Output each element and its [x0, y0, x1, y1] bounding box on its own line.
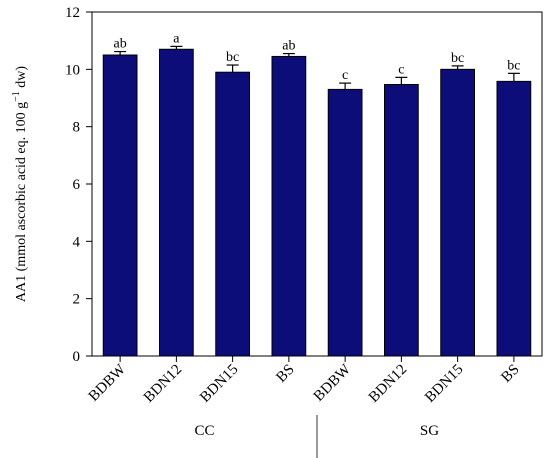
x-tick-label: BDN15 — [197, 362, 241, 406]
bar — [327, 88, 363, 357]
bar — [496, 80, 532, 357]
bar — [215, 71, 250, 357]
group-label: SG — [420, 423, 439, 439]
y-tick-label: 0 — [73, 349, 81, 365]
x-tick-label: BDN15 — [422, 362, 466, 406]
bar — [440, 68, 475, 357]
x-tick-label: BDBW — [86, 361, 130, 405]
y-axis-label-superscript: −1 — [11, 91, 22, 102]
y-tick-label: 4 — [73, 234, 81, 250]
y-axis-label-main: AA1 (mmol ascorbic acid eq. 100 g — [14, 102, 29, 302]
y-tick-label: 12 — [65, 5, 80, 21]
y-tick-label: 2 — [73, 292, 81, 308]
x-tick-label: BDN12 — [366, 362, 410, 406]
x-tick-label: BS — [273, 362, 297, 386]
y-axis-label: AA1 (mmol ascorbic acid eq. 100 g−1 dw) — [11, 66, 29, 302]
x-tick-label: BS — [498, 362, 522, 386]
significance-letter: c — [398, 62, 404, 77]
y-tick-label: 8 — [73, 120, 81, 136]
y-tick-label: 10 — [65, 62, 80, 78]
x-tick-label: BDBW — [311, 361, 355, 405]
significance-letter: bc — [226, 50, 239, 65]
significance-letter: a — [173, 31, 180, 46]
significance-letter: ab — [114, 37, 127, 52]
significance-letter: ab — [282, 39, 295, 54]
plot-area: 0 2 4 6 8 10 12 AA1 (mmol ascorbic acid eq. 100… — [11, 5, 543, 458]
y-tick-label: 6 — [73, 177, 81, 193]
significance-letter: bc — [451, 51, 464, 66]
bar — [159, 48, 194, 357]
x-tick-label: BDN12 — [141, 362, 185, 406]
group-label: CC — [194, 423, 214, 439]
significance-letter: c — [342, 68, 348, 83]
bar — [271, 55, 307, 357]
y-axis-label-tail: dw) — [14, 66, 29, 92]
bar — [384, 84, 419, 357]
significance-letter: bc — [507, 58, 520, 73]
bar — [102, 54, 138, 357]
